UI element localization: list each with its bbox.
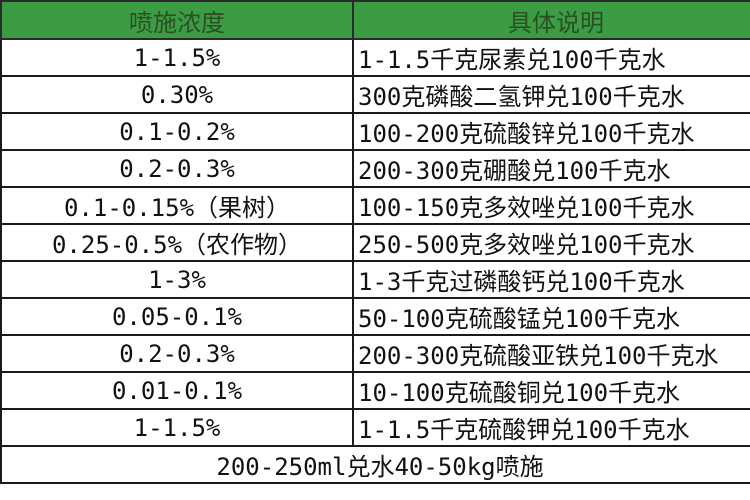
description-cell: 100-150克多效唑兑100千克水 bbox=[352, 186, 750, 225]
footer-row: 200-250ml兑水40-50kg喷施 bbox=[0, 445, 750, 484]
concentration-cell: 0.01-0.1% bbox=[0, 371, 354, 410]
concentration-cell: 0.2-0.3% bbox=[0, 334, 354, 373]
description-cell: 300克磷酸二氢钾兑100千克水 bbox=[352, 75, 750, 114]
table-row: 0.30% 300克磷酸二氢钾兑100千克水 bbox=[0, 75, 750, 114]
table-row: 1-3% 1-3千克过磷酸钙兑100千克水 bbox=[0, 260, 750, 299]
table-row: 0.05-0.1% 50-100克硫酸锰兑100千克水 bbox=[0, 297, 750, 336]
concentration-cell: 1-1.5% bbox=[0, 408, 354, 447]
concentration-cell: 0.05-0.1% bbox=[0, 297, 354, 336]
header-description: 具体说明 bbox=[352, 0, 750, 40]
concentration-cell: 1-3% bbox=[0, 260, 354, 299]
description-cell: 100-200克硫酸锌兑100千克水 bbox=[352, 112, 750, 151]
concentration-cell: 0.30% bbox=[0, 75, 354, 114]
table-row: 1-1.5% 1-1.5千克硫酸钾兑100千克水 bbox=[0, 408, 750, 447]
header-concentration: 喷施浓度 bbox=[0, 0, 354, 40]
concentration-cell: 0.1-0.15%（果树） bbox=[0, 186, 354, 225]
table-header-row: 喷施浓度 具体说明 bbox=[0, 0, 750, 40]
concentration-cell: 0.1-0.2% bbox=[0, 112, 354, 151]
concentration-cell: 0.25-0.5%（农作物） bbox=[0, 223, 354, 262]
table-row: 0.1-0.15%（果树） 100-150克多效唑兑100千克水 bbox=[0, 186, 750, 225]
description-cell: 50-100克硫酸锰兑100千克水 bbox=[352, 297, 750, 336]
fertilizer-spray-table: 喷施浓度 具体说明 1-1.5% 1-1.5千克尿素兑100千克水 0.30% 300… bbox=[0, 0, 750, 484]
description-cell: 1-3千克过磷酸钙兑100千克水 bbox=[352, 260, 750, 299]
description-cell: 250-500克多效唑兑100千克水 bbox=[352, 223, 750, 262]
concentration-cell: 1-1.5% bbox=[0, 38, 354, 77]
footer-note: 200-250ml兑水40-50kg喷施 bbox=[0, 445, 750, 484]
concentration-cell: 0.2-0.3% bbox=[0, 149, 354, 188]
table-row: 0.2-0.3% 200-300克硼酸兑100千克水 bbox=[0, 149, 750, 188]
description-cell: 1-1.5千克尿素兑100千克水 bbox=[352, 38, 750, 77]
table-row: 1-1.5% 1-1.5千克尿素兑100千克水 bbox=[0, 38, 750, 77]
description-cell: 10-100克硫酸铜兑100千克水 bbox=[352, 371, 750, 410]
table-row: 0.2-0.3% 200-300克硫酸亚铁兑100千克水 bbox=[0, 334, 750, 373]
description-cell: 200-300克硼酸兑100千克水 bbox=[352, 149, 750, 188]
description-cell: 200-300克硫酸亚铁兑100千克水 bbox=[352, 334, 750, 373]
description-cell: 1-1.5千克硫酸钾兑100千克水 bbox=[352, 408, 750, 447]
table-row: 0.25-0.5%（农作物） 250-500克多效唑兑100千克水 bbox=[0, 223, 750, 262]
table-row: 0.01-0.1% 10-100克硫酸铜兑100千克水 bbox=[0, 371, 750, 410]
table-row: 0.1-0.2% 100-200克硫酸锌兑100千克水 bbox=[0, 112, 750, 151]
